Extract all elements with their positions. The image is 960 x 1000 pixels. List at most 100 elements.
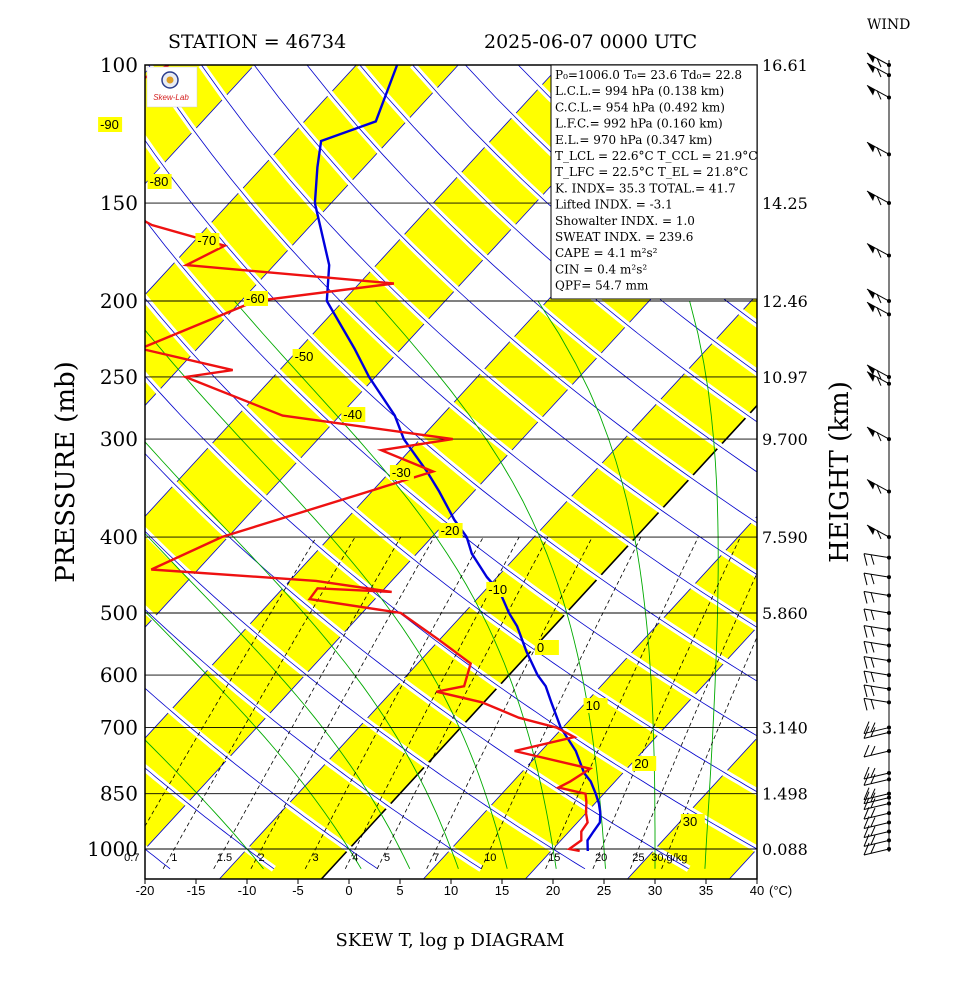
wind-barb [866,364,890,380]
mixing-ratio-label: 25 [632,852,644,864]
wind-barb [866,141,890,157]
mixing-ratio-line [145,536,317,827]
wind-barb [863,744,890,758]
indices-box [550,64,758,300]
dry-adiabat [145,767,275,870]
isotherm-label: 30 [683,814,697,829]
wind-barb [863,834,890,847]
index-line: T_LCL = 22.6°C T_CCL = 21.9°C [555,149,757,163]
isotherm-label: -40 [343,407,362,422]
moist-adiabat [145,739,264,870]
moist-adiabat [374,300,606,869]
dry-adiabat [782,65,960,869]
wind-barb [863,791,890,805]
temperature-tick-label: 35 [699,883,713,898]
temperature-tick-label: -10 [238,883,257,898]
temperature-tick-label: -15 [187,883,206,898]
mixing-ratio-label: 1 [171,852,177,864]
moist-adiabat [234,300,557,869]
wind-barb [863,625,890,638]
pressure-tick-label: 200 [100,289,138,313]
dry-adiabat [201,65,757,576]
dewpoint-profile [145,65,594,853]
wind-barb [866,243,890,258]
dry-adiabat [253,65,757,524]
temperature-unit: (°C) [769,883,792,898]
wind-barb [863,684,890,698]
temperature-tick-label: 15 [495,883,509,898]
wind-barb [863,773,890,786]
temperature-tick-label: 25 [597,883,611,898]
temperature-tick-label: 30 [648,883,662,898]
logo-text: Skew-Lab [153,93,189,102]
wind-barb [866,426,890,442]
height-tick-label: 10.97 [762,368,808,387]
pressure-tick-label: 600 [100,663,138,687]
temperature-tick-label: 0 [345,883,352,898]
index-line: L.F.C.= 992 hPa (0.160 km) [555,117,723,131]
pressure-tick-label: 150 [100,191,138,215]
index-line: QPF= 54.7 mm [555,279,649,293]
skewlab-logo: Skew-Lab [146,66,198,108]
wind-barb [866,371,890,386]
dry-adiabat [148,65,757,628]
moist-adiabat [145,441,459,869]
pressure-tick-label: 250 [100,365,138,389]
isotherm-labels: -90 -80 -70 -60 -50 -40 -30 -20 -10 0 10 20 30 [98,117,705,829]
index-line: L.C.L.= 994 hPa (0.138 km) [555,84,724,98]
isotherm-label: -90 [100,117,119,132]
height-tick-label: 0.088 [762,840,808,859]
index-line: C.C.L.= 954 hPa (0.492 km) [555,100,725,114]
height-tick-label: 16.61 [762,56,808,75]
wind-barb [863,766,890,780]
mixing-ratio-line [480,536,642,869]
pressure-tick-label: 300 [100,427,138,451]
wind-barb [866,190,890,206]
temperature-tick-label: -20 [136,883,155,898]
yellow-band [0,65,50,879]
temperature-tick-label: -5 [292,883,304,898]
wind-barbs [863,52,891,856]
index-line: K. INDX= 35.3 TOTAL.= 41.7 [555,181,736,195]
index-line: Showalter INDX. = 1.0 [555,214,695,228]
wind-barb [863,553,890,566]
index-line: CIN = 0.4 m²s² [555,262,647,276]
mixing-ratio-label: 20 [595,852,607,864]
mixing-ratio-line [213,536,402,869]
mixing-ratio-labels: 0.7 1 1.5 2 3 4 5 7 10 15 20 25 30 g/kg [124,852,687,864]
wind-barb [863,726,890,739]
mixing-ratio-label: 3 [312,852,318,864]
wind-barb [863,591,890,604]
adiabat-lines [145,65,960,872]
mixing-ratio-label: 7 [433,852,439,864]
mixing-ratio-line [250,536,435,869]
wind-barb [866,52,890,68]
wind-barb [866,288,890,304]
mixing-ratio-label: 1.5 [217,852,232,864]
mixing-ratio-label: 15 [548,852,560,864]
isotherm-label: -70 [197,233,216,248]
temperature-tick-label: 20 [546,883,560,898]
isotherm-label: 10 [586,698,600,713]
height-tick-label: 7.590 [762,528,808,547]
mixing-ratio-line [426,536,593,869]
isotherm [145,65,663,628]
temperature-tick-label: 40 [750,883,764,898]
height-tick-label: 1.498 [762,785,808,804]
station-label: STATION = 46734 [168,31,346,53]
wind-barb [863,806,890,820]
isotherm [145,65,459,407]
dry-adiabat [145,297,757,793]
wind-barb [863,825,890,839]
moist-adiabat [145,610,362,870]
wind-barb [866,301,890,317]
sounding-profiles [145,65,602,853]
height-tick-label: 14.25 [762,194,808,213]
wind-barb [863,608,890,622]
isotherm [525,626,757,879]
mixing-ratio-line [376,536,549,869]
height-tick-label: 9.700 [762,430,808,449]
mixing-ratio-line [162,536,356,870]
isotherm-label: 20 [634,756,648,771]
